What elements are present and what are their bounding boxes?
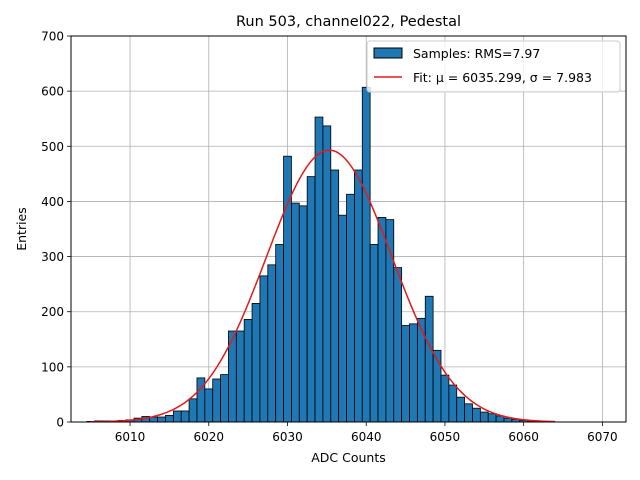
histogram-bar [251, 303, 261, 423]
histogram-bar [172, 410, 182, 423]
histogram-bar [361, 86, 371, 423]
y-tick-label: 100 [41, 360, 64, 374]
y-tick-label: 500 [41, 140, 64, 154]
y-tick-label: 600 [41, 85, 64, 99]
histogram-bar [424, 295, 434, 423]
x-axis-ticks: 6010 6020 6030 6040 6050 6060 6070 [115, 422, 618, 444]
histogram-bar [503, 417, 513, 423]
y-tick-label: 700 [41, 30, 64, 44]
histogram-bar [298, 205, 308, 423]
histogram-bar [479, 411, 489, 423]
histogram-bar [393, 267, 403, 423]
histogram-bar [464, 403, 473, 423]
histogram-bar [377, 217, 387, 423]
fit-curve [90, 149, 556, 423]
histogram-bar [448, 384, 458, 423]
legend-label-samples: Samples: RMS=7.97 [413, 46, 540, 61]
x-tick-label: 6050 [430, 430, 461, 444]
histogram-bar [165, 414, 174, 423]
histogram-bar [291, 202, 300, 423]
histogram-bar [495, 415, 505, 423]
histogram-bar [440, 374, 450, 423]
chart-title: Run 503, channel022, Pedestal [236, 14, 461, 30]
histogram-bar [369, 244, 379, 423]
histogram-bar [275, 244, 284, 423]
histogram-bar [401, 325, 410, 423]
y-axis-ticks: 0 100 200 300 400 500 600 700 [41, 30, 71, 430]
x-tick-label: 6040 [351, 430, 382, 444]
y-axis-label: Entries [14, 207, 29, 251]
legend: Samples: RMS=7.97 Fit: μ = 6035.299, σ =… [366, 40, 621, 93]
y-tick-label: 0 [56, 416, 64, 430]
x-tick-label: 6060 [508, 430, 539, 444]
histogram-bar [409, 323, 418, 423]
histogram-bar [188, 398, 198, 423]
legend-swatch-samples [373, 47, 403, 59]
y-tick-label: 200 [41, 305, 64, 319]
histogram-bar [472, 407, 481, 423]
histogram-bar [346, 193, 355, 423]
histogram-bar [235, 330, 245, 423]
histogram-bar [180, 410, 190, 423]
histogram-bar [322, 125, 332, 423]
y-tick-label: 300 [41, 250, 64, 264]
y-tick-label: 400 [41, 195, 64, 209]
histogram-bar [259, 275, 269, 423]
histogram-bar [338, 214, 347, 423]
x-tick-label: 6020 [193, 430, 224, 444]
histogram-bar [267, 264, 277, 423]
histogram-bar [220, 374, 229, 423]
histogram-bar [487, 413, 497, 423]
histogram-bar [456, 396, 466, 423]
histogram-bar [204, 388, 214, 423]
x-axis-label: ADC Counts [311, 450, 386, 465]
histogram-bar [330, 169, 340, 423]
x-tick-label: 6030 [272, 430, 303, 444]
plot-frame [70, 35, 627, 423]
x-tick-label: 6070 [587, 430, 618, 444]
legend-label-fit: Fit: μ = 6035.299, σ = 7.983 [413, 70, 592, 85]
histogram-bar [354, 169, 363, 423]
x-tick-label: 6010 [115, 430, 146, 444]
histogram-bar [243, 319, 253, 423]
histogram-bar [157, 416, 166, 423]
histogram-bar [306, 176, 316, 423]
histogram-bar [314, 116, 324, 423]
legend-box [366, 40, 621, 93]
histogram-bar [212, 378, 221, 423]
